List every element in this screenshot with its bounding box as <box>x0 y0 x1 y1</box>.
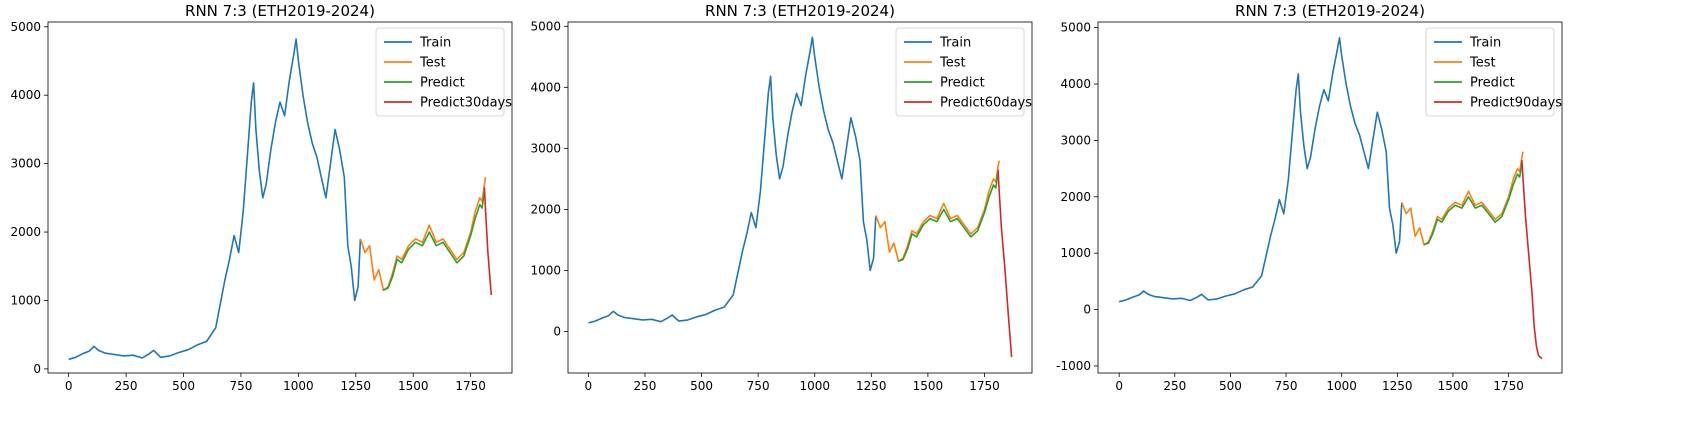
chart-title: RNN 7:3 (ETH2019-2024) <box>1235 2 1425 20</box>
legend-box <box>1425 27 1555 117</box>
axes-frame <box>47 21 513 374</box>
x-tick-label: 250 <box>634 379 657 393</box>
legend-label: Test <box>939 56 966 71</box>
y-tick-label: 5000 <box>10 20 41 34</box>
legend-label: Predict <box>420 76 465 91</box>
legend: Train Test Predict Predict30days <box>375 27 512 117</box>
x-tick-label: 1500 <box>398 379 429 393</box>
y-tick-label: 4000 <box>1060 77 1091 91</box>
series-line-predict <box>383 190 486 291</box>
x-tick-label: 0 <box>65 379 73 393</box>
y-tick-label: 1000 <box>10 293 41 307</box>
x-tick-label: 1250 <box>856 379 887 393</box>
series-line-predict <box>1423 162 1523 246</box>
x-tick-label: 1000 <box>283 379 314 393</box>
legend-label: Train <box>1469 36 1501 51</box>
x-tick-label: 0 <box>585 379 593 393</box>
series-line-train <box>68 38 362 361</box>
x-tick-label: 0 <box>1115 379 1123 393</box>
y-tick-label: 3000 <box>530 141 561 155</box>
legend-label: Train <box>939 36 971 51</box>
chart-panel-1: 0 250 500 750 1000 1250 1500 1750 0 1000 2000 3000 4… <box>10 2 513 393</box>
y-tick-label: 2000 <box>10 225 41 239</box>
series-line-predict90days <box>1521 160 1543 360</box>
y-tick-label: 0 <box>553 324 561 338</box>
legend-label: Train <box>419 36 451 51</box>
x-tick-label: 250 <box>1163 379 1186 393</box>
axes-frame <box>567 21 1033 374</box>
x-tick-label: 1750 <box>455 379 486 393</box>
chart-panel-3: 0 250 500 750 1000 1250 1500 1750 -1000 0 1000 2000… <box>1056 2 1563 393</box>
y-tick-label: 0 <box>33 362 41 376</box>
x-tick-label: 1750 <box>1493 379 1524 393</box>
y-tick-label: 2000 <box>1060 190 1091 204</box>
series-line-predict60days <box>997 169 1013 358</box>
chart-title: RNN 7:3 (ETH2019-2024) <box>705 2 895 20</box>
axes-frame <box>1097 21 1563 374</box>
series-group <box>68 38 493 361</box>
y-tick-label: 4000 <box>530 80 561 94</box>
series-line-predict30days <box>483 187 493 296</box>
y-tick-label: 3000 <box>10 157 41 171</box>
y-tick-label: 2000 <box>530 202 561 216</box>
x-tick-label: 1250 <box>1382 379 1413 393</box>
y-tick-label: 0 <box>1083 303 1091 317</box>
x-tick-label: 1500 <box>1438 379 1469 393</box>
series-group <box>1118 36 1543 360</box>
x-tick-label: 500 <box>172 379 195 393</box>
series-line-train <box>588 36 877 324</box>
x-tick-label: 750 <box>1275 379 1298 393</box>
x-tick-label: 500 <box>1219 379 1242 393</box>
legend: Train Test Predict Predict90days <box>1425 27 1562 117</box>
legend-label: Predict <box>1470 76 1515 91</box>
y-tick-label: 5000 <box>1060 21 1091 35</box>
series-line-train <box>1118 36 1403 303</box>
legend-box <box>375 27 505 117</box>
x-tick-label: 1000 <box>1326 379 1357 393</box>
x-tick-label: 1750 <box>969 379 1000 393</box>
series-line-test <box>1401 151 1524 246</box>
x-tick-label: 750 <box>747 379 770 393</box>
y-tick-label: 4000 <box>10 88 41 102</box>
x-tick-label: 1500 <box>913 379 944 393</box>
legend-label: Predict30days <box>420 96 512 111</box>
x-tick-label: 750 <box>229 379 252 393</box>
y-tick-label: 3000 <box>1060 133 1091 147</box>
legend-label: Predict60days <box>940 96 1032 111</box>
y-tick-label: -1000 <box>1056 359 1091 373</box>
series-group <box>588 36 1013 358</box>
legend-box <box>895 27 1025 117</box>
legend-label: Test <box>419 56 446 71</box>
series-line-predict <box>898 172 999 263</box>
legend-label: Predict <box>940 76 985 91</box>
y-tick-label: 1000 <box>530 263 561 277</box>
legend-label: Test <box>1469 56 1496 71</box>
chart-panel-2: 0 250 500 750 1000 1250 1500 1750 0 1000 2000 3000 4… <box>530 2 1033 393</box>
y-tick-label: 5000 <box>530 19 561 33</box>
chart-title: RNN 7:3 (ETH2019-2024) <box>185 2 375 20</box>
x-tick-label: 1250 <box>341 379 372 393</box>
x-tick-label: 500 <box>690 379 713 393</box>
series-line-test <box>359 177 487 292</box>
series-line-test <box>875 160 1000 263</box>
x-tick-label: 1000 <box>799 379 830 393</box>
y-tick-label: 1000 <box>1060 246 1091 260</box>
legend-label: Predict90days <box>1470 96 1562 111</box>
x-tick-label: 250 <box>115 379 138 393</box>
legend: Train Test Predict Predict60days <box>895 27 1032 117</box>
